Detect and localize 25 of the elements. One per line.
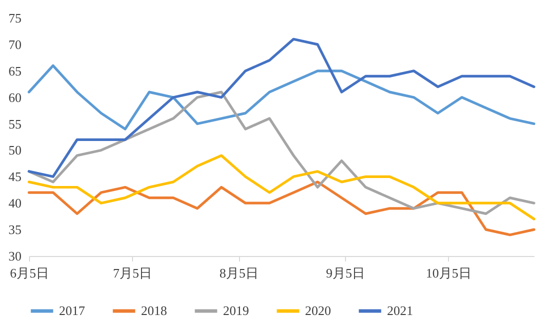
x-tick-label: 10月5日 [426, 266, 472, 280]
y-tick-label: 70 [8, 36, 22, 52]
x-tick-label: 6月5日 [10, 266, 49, 280]
x-tick-label: 7月5日 [113, 266, 152, 280]
legend-label: 2019 [223, 303, 249, 318]
x-tick-label: 9月5日 [326, 266, 366, 280]
y-tick-label: 55 [8, 116, 22, 132]
y-tick-label: 45 [8, 169, 22, 184]
y-tick-label: 40 [8, 196, 22, 211]
legend-label: 2020 [305, 303, 331, 318]
legend-label: 2017 [59, 303, 86, 318]
y-tick-label: 30 [8, 248, 22, 264]
legend-label: 2021 [387, 303, 413, 318]
y-tick-label: 65 [8, 63, 22, 78]
y-tick-label: 50 [8, 142, 22, 158]
y-tick-label: 60 [8, 90, 22, 105]
line-series [28, 38, 536, 178]
line-series [28, 64, 536, 130]
line-series [28, 90, 536, 215]
legend-label: 2018 [141, 303, 167, 318]
line-series [28, 180, 536, 236]
x-tick-label: 8月5日 [220, 266, 259, 280]
line-series [28, 154, 536, 220]
y-tick-label: 75 [8, 10, 22, 26]
y-tick-label: 35 [8, 222, 22, 238]
